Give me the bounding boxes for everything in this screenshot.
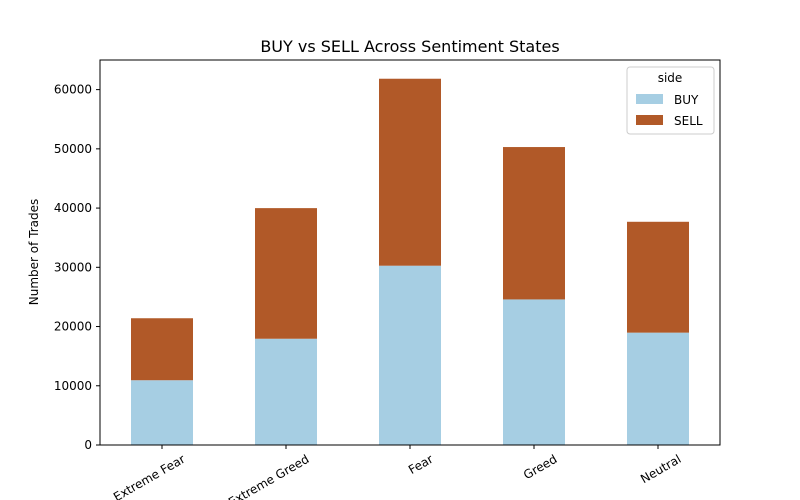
bar-buy-neutral — [627, 332, 689, 445]
bars-layer — [131, 78, 689, 445]
legend-label-sell: SELL — [674, 114, 703, 128]
x-tick-label: Extreme Fear — [111, 452, 188, 500]
y-tick-label: 30000 — [54, 260, 92, 274]
y-tick-label: 10000 — [54, 379, 92, 393]
bar-sell-fear — [379, 78, 441, 266]
y-axis-label: Number of Trades — [27, 199, 41, 306]
bar-sell-extreme-fear — [131, 318, 193, 381]
x-tick-label: Fear — [406, 452, 436, 477]
y-tick-label: 50000 — [54, 142, 92, 156]
x-tick-label: Greed — [521, 452, 559, 482]
bar-buy-greed — [503, 299, 565, 445]
legend-swatch-buy — [636, 94, 663, 104]
bar-buy-extreme-fear — [131, 380, 193, 445]
y-tick-label: 20000 — [54, 320, 92, 334]
y-tick-label: 60000 — [54, 83, 92, 97]
legend-swatch-sell — [636, 115, 663, 125]
x-tick-label: Extreme Greed — [226, 452, 312, 500]
bar-sell-neutral — [627, 221, 689, 333]
legend-title: side — [658, 71, 683, 85]
bar-sell-greed — [503, 147, 565, 300]
bar-buy-fear — [379, 265, 441, 445]
chart-title: BUY vs SELL Across Sentiment States — [260, 37, 559, 56]
legend: side BUY SELL — [626, 66, 715, 135]
y-tick-label: 0 — [84, 438, 92, 452]
x-tick-label: Neutral — [638, 452, 683, 486]
bar-sell-extreme-greed — [255, 208, 317, 339]
y-tick-label: 40000 — [54, 201, 92, 215]
legend-label-buy: BUY — [674, 93, 699, 107]
y-axis: 0 10000 20000 30000 40000 50000 60000 — [54, 83, 100, 452]
x-axis: Extreme Fear Extreme Greed Fear Greed Neutra… — [111, 445, 684, 500]
bar-buy-extreme-greed — [255, 338, 317, 445]
